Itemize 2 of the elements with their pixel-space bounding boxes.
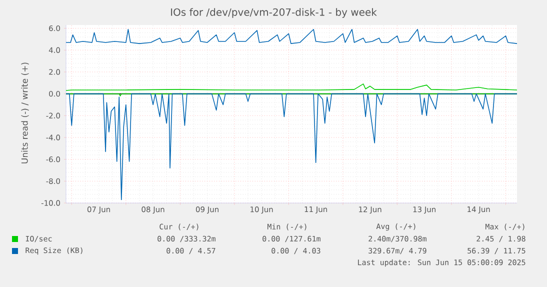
y-axis-title: Units read (-) / write (+) [21,62,29,164]
chart-title: IOs for /dev/pve/vm-207-disk-1 - by week [171,8,377,18]
